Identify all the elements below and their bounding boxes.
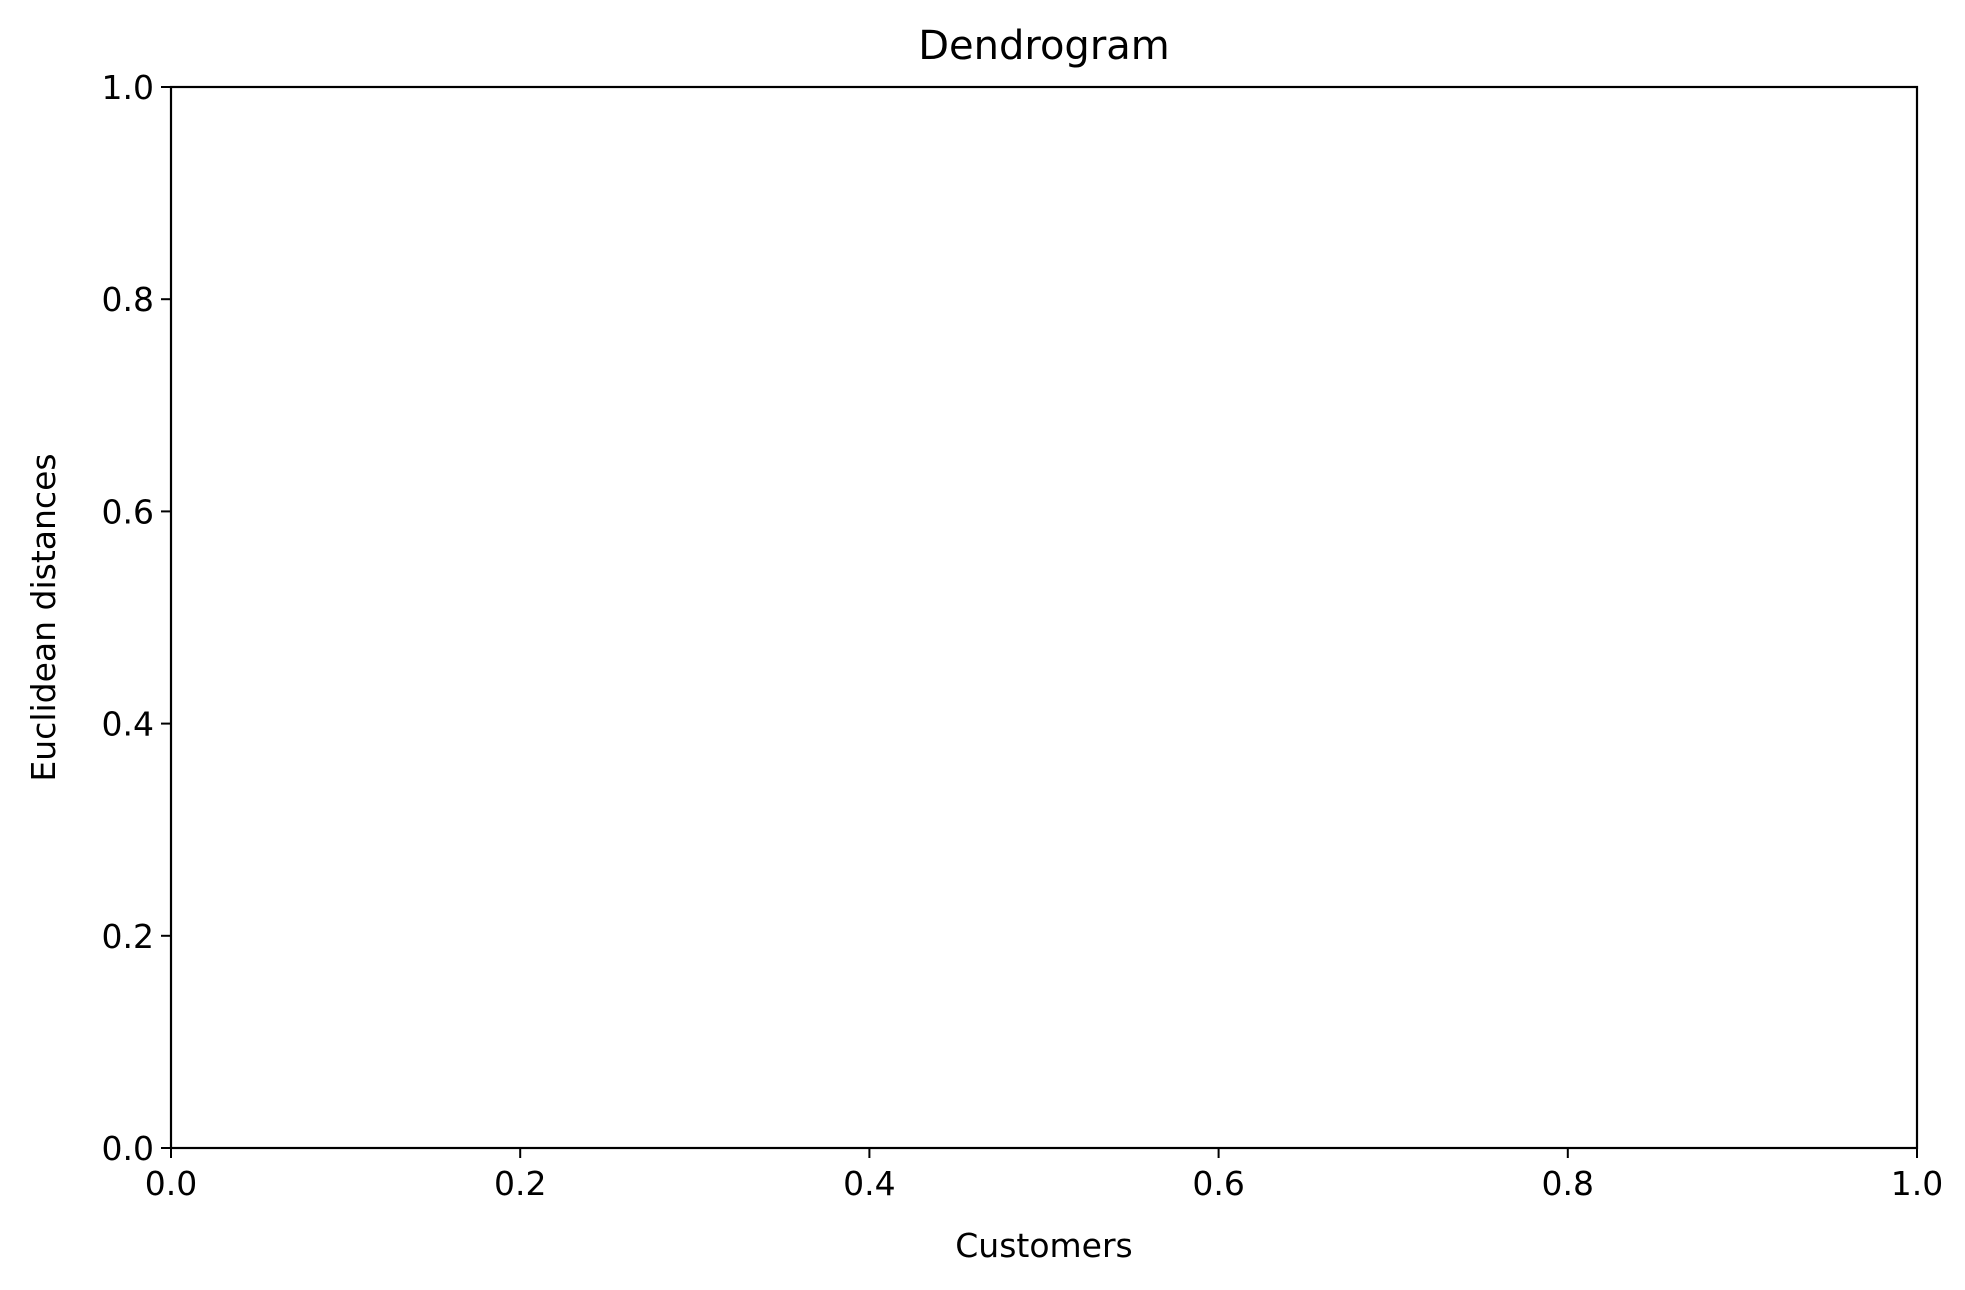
y-axis-ticks: 0.0 0.2 0.4 0.6 0.8 1.0 — [102, 68, 171, 1168]
x-tick-label: 0.0 — [145, 1164, 197, 1203]
y-tick-label: 0.4 — [102, 705, 154, 744]
y-tick-label: 0.0 — [102, 1129, 154, 1168]
x-tick-label: 0.6 — [1192, 1164, 1244, 1203]
y-tick-label: 0.6 — [102, 492, 154, 531]
y-tick-label: 0.8 — [102, 280, 154, 319]
x-axis-label: Customers — [955, 1226, 1133, 1265]
x-tick-label: 0.8 — [1542, 1164, 1594, 1203]
chart-title: Dendrogram — [918, 23, 1170, 69]
y-tick-label: 0.2 — [102, 917, 154, 956]
x-tick-label: 1.0 — [1891, 1164, 1943, 1203]
x-tick-label: 0.2 — [494, 1164, 546, 1203]
x-axis-ticks: 0.0 0.2 0.4 0.6 0.8 1.0 — [145, 1148, 1943, 1203]
y-tick-label: 1.0 — [102, 68, 154, 107]
x-tick-label: 0.4 — [843, 1164, 895, 1203]
y-axis-label: Euclidean distances — [24, 453, 63, 781]
plot-area-frame — [169, 85, 1919, 1150]
